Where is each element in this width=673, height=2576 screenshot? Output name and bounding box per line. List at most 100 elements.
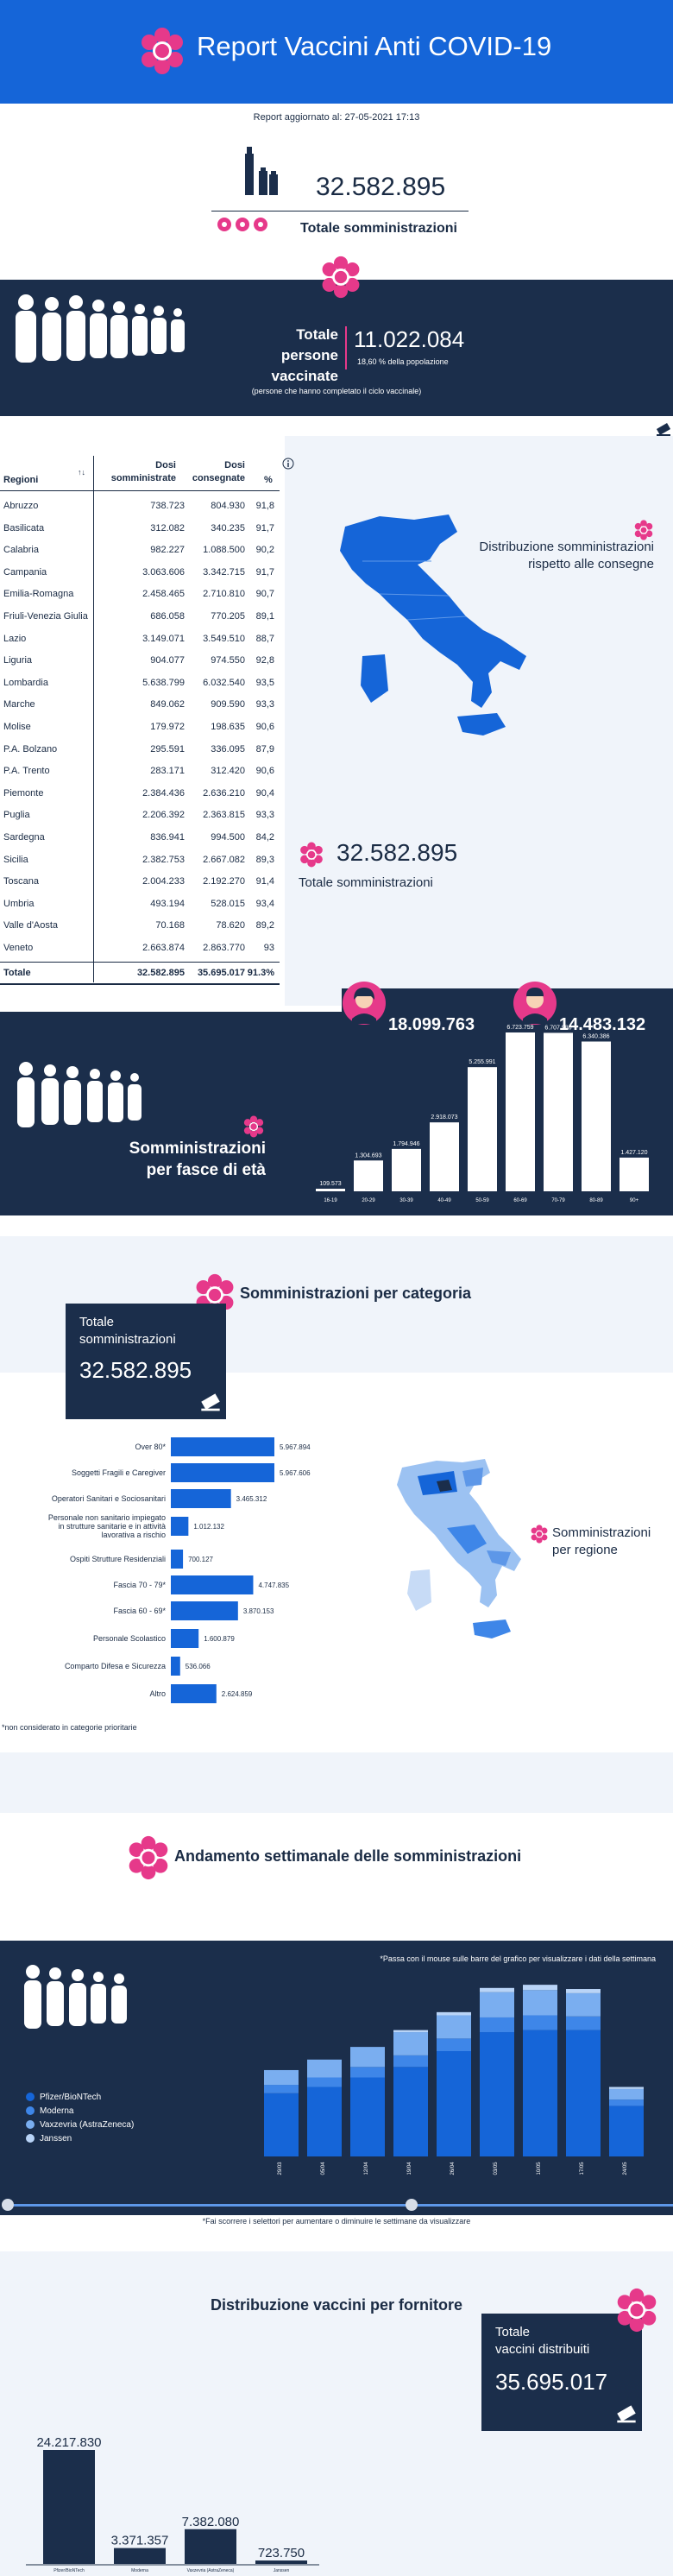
week-bar-segment[interactable] xyxy=(523,2030,557,2156)
sort-icon[interactable]: ↑↓ xyxy=(78,468,85,477)
category-bar[interactable] xyxy=(171,1517,189,1536)
table-row[interactable]: Veneto 2.663.874 2.863.770 93 xyxy=(0,938,280,958)
table-row[interactable]: Sardegna 836.941 994.500 84,2 xyxy=(0,827,280,848)
category-bar[interactable] xyxy=(171,1489,231,1508)
table-row[interactable]: Liguria 904.077 974.550 92,8 xyxy=(0,650,280,671)
week-bar-segment[interactable] xyxy=(609,2106,644,2156)
week-bar-segment[interactable] xyxy=(566,1989,601,1993)
week-bar-segment[interactable] xyxy=(307,2077,342,2087)
col-header-delivered[interactable]: Dosi consegnate xyxy=(192,460,245,483)
legend-item-janssen[interactable]: Janssen xyxy=(26,2132,134,2146)
week-bar-segment[interactable] xyxy=(393,2032,428,2055)
table-row[interactable]: P.A. Bolzano 295.591 336.095 87,9 xyxy=(0,739,280,760)
table-row[interactable]: Puglia 2.206.392 2.363.815 93,3 xyxy=(0,805,280,825)
week-bar-segment[interactable] xyxy=(566,2016,601,2030)
week-bar-segment[interactable] xyxy=(437,2015,471,2039)
week-bar-segment[interactable] xyxy=(437,2038,471,2051)
eraser-icon[interactable] xyxy=(616,2405,637,2424)
age-bar[interactable] xyxy=(316,1189,345,1191)
supplier-bar-chart[interactable]: 24.217.830 Pfizer/BioNTech 3.371.357 Modern… xyxy=(26,2417,319,2576)
week-range-handle-end[interactable] xyxy=(406,2199,418,2211)
week-bar-segment[interactable] xyxy=(393,2030,428,2033)
table-row[interactable]: Lazio 3.149.071 3.549.510 88,7 xyxy=(0,628,280,649)
week-bar-segment[interactable] xyxy=(264,2069,299,2086)
week-bar-segment[interactable] xyxy=(264,2085,299,2093)
age-bar[interactable] xyxy=(506,1032,535,1191)
table-row[interactable]: Campania 3.063.606 3.342.715 91,7 xyxy=(0,562,280,583)
table-row[interactable]: P.A. Trento 283.171 312.420 90,6 xyxy=(0,761,280,781)
week-bar-segment[interactable] xyxy=(480,2032,514,2156)
supplier-bar[interactable] xyxy=(114,2548,166,2564)
info-icon[interactable] xyxy=(282,458,294,470)
age-bar[interactable] xyxy=(544,1032,573,1191)
italy-map[interactable] xyxy=(328,509,535,742)
table-row[interactable]: Friuli-Venezia Giulia 686.058 770.205 89,1 xyxy=(0,606,280,627)
category-bar[interactable] xyxy=(171,1629,199,1648)
legend-item-vaxzevria[interactable]: Vaxzevria (AstraZeneca) xyxy=(26,2118,134,2132)
cell-percent: 88,7 xyxy=(255,633,274,644)
category-bar[interactable] xyxy=(171,1575,254,1594)
week-bar-segment[interactable] xyxy=(609,2099,644,2106)
table-row[interactable]: Emilia-Romagna 2.458.465 2.710.810 90,7 xyxy=(0,584,280,604)
week-bar-segment[interactable] xyxy=(566,2030,601,2156)
table-row[interactable]: Sicilia 2.382.753 2.667.082 89,3 xyxy=(0,849,280,870)
week-bar-segment[interactable] xyxy=(523,1985,557,1991)
table-row[interactable]: Piemonte 2.384.436 2.636.210 90,4 xyxy=(0,783,280,804)
week-bar-segment[interactable] xyxy=(480,2017,514,2033)
category-bar[interactable] xyxy=(171,1601,238,1620)
eraser-icon[interactable] xyxy=(656,423,671,437)
legend-item-moderna[interactable]: Moderna xyxy=(26,2105,134,2118)
category-bar[interactable] xyxy=(171,1550,184,1569)
category-bar[interactable] xyxy=(171,1463,274,1482)
category-bar[interactable] xyxy=(171,1684,217,1703)
table-row[interactable]: Molise 179.972 198.635 90,6 xyxy=(0,717,280,737)
week-bar-segment[interactable] xyxy=(350,2067,385,2078)
week-bar-segment[interactable] xyxy=(393,2055,428,2068)
age-bar[interactable] xyxy=(620,1157,649,1191)
week-bar-segment[interactable] xyxy=(437,2011,471,2016)
week-bar-segment[interactable] xyxy=(264,2093,299,2156)
weekly-stacked-chart[interactable]: 29/03 05/04 12/04 19/04 26/04 03/05 10/05 17/05… xyxy=(259,1977,664,2175)
week-bar-segment[interactable] xyxy=(307,2059,342,2078)
category-bar[interactable] xyxy=(171,1657,180,1676)
age-bar[interactable] xyxy=(430,1122,459,1191)
week-bar-segment[interactable] xyxy=(523,2015,557,2030)
table-row[interactable]: Basilicata 312.082 340.235 91,7 xyxy=(0,518,280,539)
legend-item-pfizer[interactable]: Pfizer/BioNTech xyxy=(26,2091,134,2105)
table-row[interactable]: Umbria 493.194 528.015 93,4 xyxy=(0,893,280,914)
supplier-bar[interactable] xyxy=(43,2450,95,2564)
week-bar-segment[interactable] xyxy=(350,2077,385,2157)
eraser-icon[interactable] xyxy=(200,1393,221,1412)
age-bar[interactable] xyxy=(354,1160,383,1191)
week-bar-segment[interactable] xyxy=(523,1990,557,2016)
category-bar[interactable] xyxy=(171,1437,274,1456)
week-bar-segment[interactable] xyxy=(566,1992,601,2017)
col-header-administered[interactable]: Dosi somministrate xyxy=(110,460,176,483)
week-range-handle-start[interactable] xyxy=(2,2199,14,2211)
table-row[interactable]: Valle d'Aosta 70.168 78.620 89,2 xyxy=(0,915,280,936)
age-bar-chart[interactable]: 109.573 16-19 1.304.693 20-29 1.794.946 30-39… xyxy=(311,1010,656,1207)
week-bar-segment[interactable] xyxy=(350,2047,385,2068)
supplier-bar[interactable] xyxy=(255,2560,307,2564)
week-bar-segment[interactable] xyxy=(480,1992,514,2017)
col-header-region[interactable]: Regioni xyxy=(3,475,39,485)
col-header-percent[interactable]: % xyxy=(264,475,273,485)
table-row[interactable]: Lombardia 5.638.799 6.032.540 93,5 xyxy=(0,672,280,693)
week-range-slider-track[interactable] xyxy=(9,2204,673,2207)
region-map[interactable] xyxy=(385,1450,523,1675)
table-row[interactable]: Marche 849.062 909.590 93,3 xyxy=(0,694,280,715)
age-bar[interactable] xyxy=(392,1148,421,1191)
week-bar-segment[interactable] xyxy=(609,2088,644,2100)
table-row[interactable]: Calabria 982.227 1.088.500 90,2 xyxy=(0,540,280,560)
category-bar-chart[interactable]: Over 80* 5.967.894 Soggetti Fragili e Care… xyxy=(0,1437,362,1714)
age-bar[interactable] xyxy=(468,1067,497,1191)
week-bar-segment[interactable] xyxy=(393,2067,428,2156)
week-bar-segment[interactable] xyxy=(437,2051,471,2156)
table-row[interactable]: Toscana 2.004.233 2.192.270 91,4 xyxy=(0,871,280,892)
table-row[interactable]: Abruzzo 738.723 804.930 91,8 xyxy=(0,496,280,516)
week-bar-segment[interactable] xyxy=(609,2087,644,2089)
week-bar-segment[interactable] xyxy=(307,2087,342,2156)
age-bar[interactable] xyxy=(582,1041,611,1191)
week-bar-segment[interactable] xyxy=(480,1987,514,1992)
supplier-bar[interactable] xyxy=(185,2529,236,2564)
